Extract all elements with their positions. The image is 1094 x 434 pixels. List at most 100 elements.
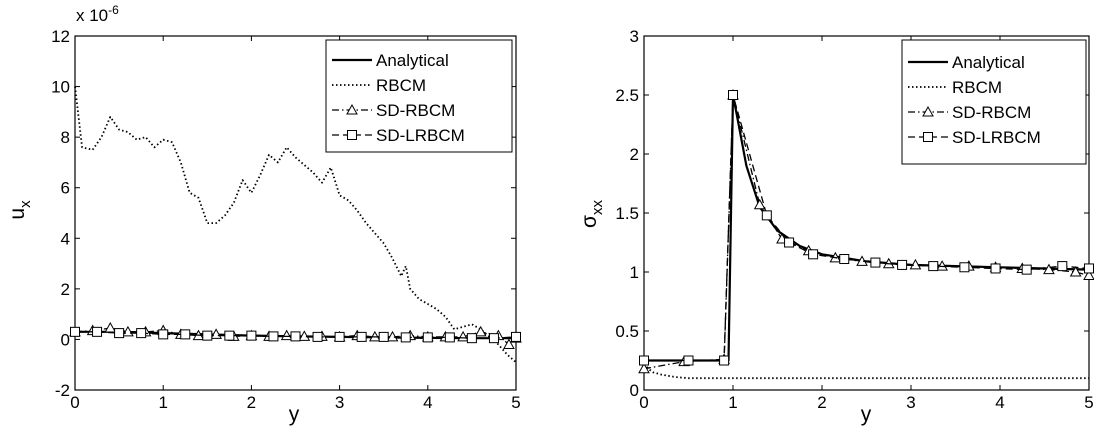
x-tick-label: 0 xyxy=(70,393,79,412)
data-point-sd-lrbcm xyxy=(1021,264,1032,275)
y-tick-label: 8 xyxy=(61,128,70,147)
legend-label-sd-rbcm: SD-RBCM xyxy=(952,103,1031,122)
y-tick-label: 1.5 xyxy=(615,204,639,223)
data-point-sd-lrbcm xyxy=(312,331,323,342)
data-point-sd-lrbcm xyxy=(897,259,908,270)
legend-right: Analytical RBCM SD-RBCM SD-LRBCM xyxy=(901,39,1087,165)
data-point-sd-lrbcm xyxy=(202,330,213,341)
data-point-sd-lrbcm xyxy=(808,249,819,260)
x-tick-label: 1 xyxy=(158,393,167,412)
data-point-sd-lrbcm xyxy=(1057,261,1068,272)
series-line-sd-rbcm xyxy=(74,327,517,346)
y-tick-label: 3 xyxy=(630,27,639,46)
data-point-sd-rbcm xyxy=(1069,265,1082,277)
data-point-sd-lrbcm xyxy=(356,331,367,342)
legend-marker-sd-lrbcm xyxy=(923,132,933,142)
data-point-sd-rbcm xyxy=(936,260,948,271)
data-point-sd-lrbcm xyxy=(334,331,345,342)
data-point-sd-lrbcm xyxy=(290,331,301,342)
x-tick-label: 4 xyxy=(423,393,432,412)
y-tick-label: 0.5 xyxy=(615,322,639,341)
x-tick-label: 3 xyxy=(335,393,344,412)
data-point-sd-lrbcm xyxy=(92,326,103,337)
legend-marker-sd-lrbcm xyxy=(347,130,357,140)
data-point-sd-rbcm xyxy=(753,198,766,210)
data-point-sd-rbcm xyxy=(457,330,469,342)
data-point-sd-lrbcm xyxy=(839,254,850,265)
x-tick-label: 4 xyxy=(995,393,1004,412)
legend-label-analytical: Analytical xyxy=(952,53,1025,72)
data-point-sd-lrbcm xyxy=(70,326,80,337)
y-tick-label: 10 xyxy=(51,78,70,97)
data-point-sd-lrbcm xyxy=(246,330,257,341)
legend-label-sd-lrbcm: SD-LRBCM xyxy=(952,128,1041,147)
x-axis-label-left: y xyxy=(289,403,300,426)
x-tick-label: 2 xyxy=(247,393,256,412)
legend-label-analytical: Analytical xyxy=(376,51,449,70)
y-tick-label: 12 xyxy=(51,27,70,46)
data-point-sd-lrbcm xyxy=(728,90,738,100)
data-point-sd-rbcm xyxy=(909,258,922,270)
y-multiplier-left: x 10-6 xyxy=(76,3,119,25)
y-axis-label-left: ux xyxy=(6,200,34,220)
y-multiplier-exp-left: -6 xyxy=(108,3,119,17)
y-axis-label-sub-right: xx xyxy=(589,200,606,216)
legend-label-sd-rbcm: SD-RBCM xyxy=(376,101,455,120)
y-axis-label-sub-left: x xyxy=(17,200,34,208)
ticks-right: 0 1 2 3 4 5 0 0.5 1 1.5 2 2.5 3 xyxy=(615,27,1093,412)
data-point-sd-rbcm xyxy=(280,329,293,341)
data-point-sd-lrbcm xyxy=(158,329,169,340)
data-point-sd-rbcm xyxy=(386,330,399,342)
data-point-sd-lrbcm xyxy=(719,355,730,366)
x-tick-label: 3 xyxy=(906,393,915,412)
data-point-sd-lrbcm xyxy=(488,333,499,344)
legend-marker-sd-rbcm xyxy=(922,105,934,117)
x-tick-label: 2 xyxy=(817,393,826,412)
y-tick-label: -2 xyxy=(55,381,70,400)
data-point-sd-lrbcm xyxy=(466,333,477,344)
data-point-sd-lrbcm xyxy=(136,328,147,339)
chart-right: 0 1 2 3 4 5 0 0.5 1 1.5 2 2.5 3 y σxx Analytical RBCM… xyxy=(578,27,1094,426)
data-point-sd-lrbcm xyxy=(639,355,649,366)
data-point-sd-lrbcm xyxy=(422,332,433,343)
y-tick-label: 2 xyxy=(61,280,70,299)
y-tick-label: 6 xyxy=(61,179,70,198)
series-right xyxy=(638,88,1094,380)
legend-marker-sd-rbcm xyxy=(346,103,358,115)
data-point-sd-lrbcm xyxy=(870,257,881,268)
x-tick-label: 0 xyxy=(639,393,648,412)
series-left xyxy=(69,86,522,363)
data-point-sd-rbcm xyxy=(1083,269,1094,281)
data-point-sd-lrbcm xyxy=(180,329,191,340)
series-line-sd-lrbcm xyxy=(644,94,1090,362)
y-tick-label: 1 xyxy=(630,263,639,282)
x-axis-label-right: y xyxy=(861,403,872,426)
legend-left: Analytical RBCM SD-RBCM SD-LRBCM xyxy=(325,39,513,153)
x-tick-label: 1 xyxy=(728,393,737,412)
data-point-sd-rbcm xyxy=(503,338,515,349)
data-point-sd-lrbcm xyxy=(959,262,970,273)
x-tick-label: 5 xyxy=(511,393,520,412)
data-point-sd-lrbcm xyxy=(683,355,694,366)
data-point-sd-lrbcm xyxy=(990,263,1001,274)
x-tick-label: 5 xyxy=(1084,393,1093,412)
data-point-sd-lrbcm xyxy=(268,331,279,342)
data-point-sd-rbcm xyxy=(1043,263,1055,275)
data-point-sd-rbcm xyxy=(638,362,650,374)
y-tick-label: 4 xyxy=(61,229,70,248)
data-point-sd-lrbcm xyxy=(114,328,125,339)
legend-label-rbcm: RBCM xyxy=(952,78,1002,97)
data-point-sd-lrbcm xyxy=(928,261,939,272)
legend-box-right xyxy=(901,39,1087,165)
y-tick-label: 2 xyxy=(630,145,639,164)
y-tick-label: 0 xyxy=(61,330,70,349)
data-point-sd-lrbcm xyxy=(511,331,521,342)
data-point-sd-lrbcm xyxy=(400,332,411,343)
y-tick-label: 2.5 xyxy=(615,86,639,105)
data-point-sd-lrbcm xyxy=(378,331,389,342)
data-point-sd-lrbcm xyxy=(1084,263,1094,274)
data-point-sd-lrbcm xyxy=(224,330,235,341)
